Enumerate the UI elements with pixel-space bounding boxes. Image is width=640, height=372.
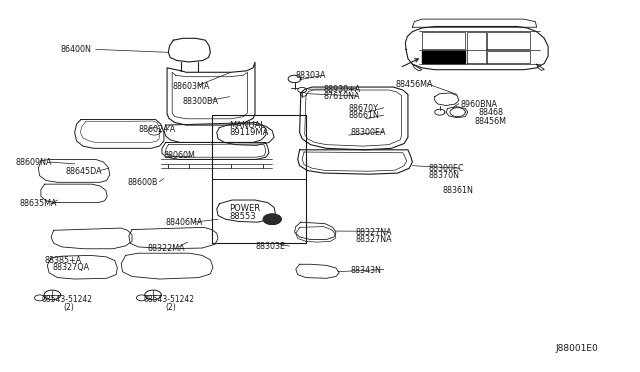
Text: 88600B: 88600B	[127, 178, 158, 187]
Text: 88930+A: 88930+A	[323, 85, 360, 94]
Text: 88602+A: 88602+A	[138, 125, 175, 134]
Text: 88303E: 88303E	[255, 243, 285, 251]
Text: 88635MA: 88635MA	[19, 199, 57, 208]
Polygon shape	[422, 51, 465, 63]
Text: 08543-51242: 08543-51242	[42, 295, 93, 304]
Text: 88553: 88553	[230, 212, 256, 221]
Polygon shape	[263, 214, 281, 224]
Text: 8960BNA: 8960BNA	[460, 100, 497, 109]
Text: 88609NA: 88609NA	[15, 157, 52, 167]
Text: 88343N: 88343N	[351, 266, 381, 275]
Text: 88406MA: 88406MA	[166, 218, 203, 227]
Text: 88645DA: 88645DA	[65, 167, 102, 176]
Text: 88327NA: 88327NA	[355, 228, 392, 237]
Text: 87610NA: 87610NA	[323, 92, 360, 101]
Text: 86400N: 86400N	[60, 45, 91, 54]
Text: (2): (2)	[166, 302, 177, 312]
Text: 88603MA: 88603MA	[172, 82, 209, 91]
Text: J88001E0: J88001E0	[556, 344, 598, 353]
Text: (2): (2)	[64, 302, 75, 312]
Text: 88670Y: 88670Y	[349, 104, 378, 113]
Text: 88385+A: 88385+A	[45, 256, 82, 265]
Text: 88456M: 88456M	[474, 117, 506, 126]
Text: 88300EC: 88300EC	[428, 164, 464, 173]
Text: 88060M: 88060M	[164, 151, 196, 160]
Text: 89119MA: 89119MA	[230, 128, 269, 137]
Text: POWER: POWER	[230, 204, 260, 214]
Text: MANUAL: MANUAL	[230, 121, 266, 129]
Text: 08543-51242: 08543-51242	[143, 295, 195, 304]
Text: 88468: 88468	[478, 108, 503, 118]
Text: 88322MA: 88322MA	[148, 244, 186, 253]
Text: 88300BA: 88300BA	[183, 97, 219, 106]
Text: 88327NA: 88327NA	[355, 235, 392, 244]
Text: 88303A: 88303A	[296, 71, 326, 80]
Text: 88300EA: 88300EA	[351, 128, 386, 137]
Text: 88370N: 88370N	[428, 171, 460, 180]
Text: 88327QA: 88327QA	[52, 263, 90, 272]
Text: 88361N: 88361N	[442, 186, 473, 195]
Text: 88661N: 88661N	[349, 111, 380, 121]
Text: 88456MA: 88456MA	[395, 80, 433, 89]
